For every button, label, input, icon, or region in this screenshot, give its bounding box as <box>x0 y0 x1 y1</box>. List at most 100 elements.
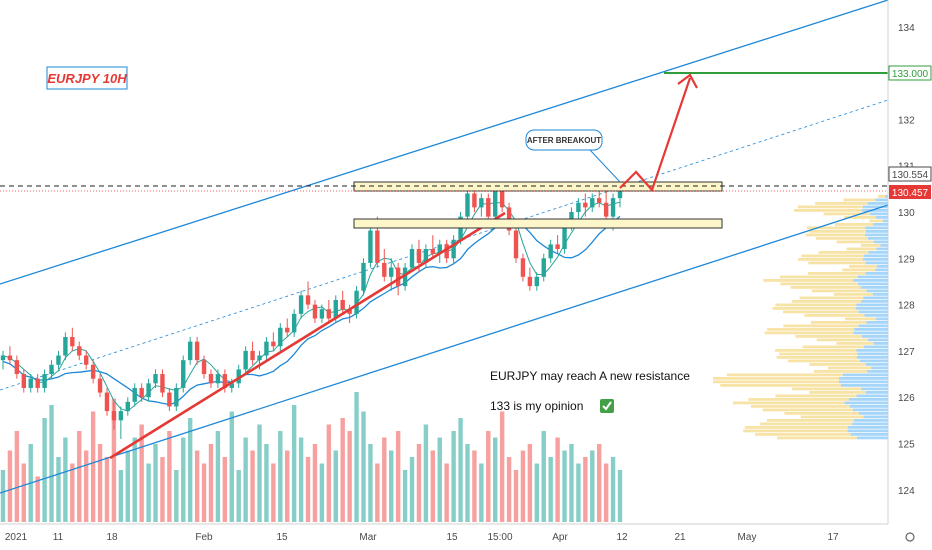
volume-bar <box>70 463 75 522</box>
volume-bar <box>548 457 553 522</box>
volume-bar <box>416 444 422 522</box>
profile-bar-up <box>807 272 866 275</box>
profile-bar-up <box>772 307 856 310</box>
volume-bar <box>326 424 332 522</box>
profile-bar-down <box>861 209 888 212</box>
candle-body <box>70 337 75 347</box>
profile-bar-up <box>791 387 862 391</box>
profile-bar-down <box>853 331 888 335</box>
candle-body <box>368 230 373 263</box>
profile-bar-down <box>856 356 888 359</box>
y-tick-label: 134 <box>898 23 915 34</box>
candle-body <box>597 198 602 203</box>
price-tag-current-box <box>889 185 931 199</box>
profile-bar-up <box>748 398 849 401</box>
profile-bar-up <box>804 314 865 317</box>
profile-bar-down <box>864 345 888 349</box>
profile-bar-up <box>806 226 866 230</box>
profile-bar-up <box>775 394 857 398</box>
candle-body <box>132 387 137 402</box>
profile-bar-down <box>857 282 888 286</box>
profile-bar-up <box>795 335 863 338</box>
candle-body <box>174 387 179 407</box>
trend-channel <box>0 0 889 494</box>
volume-bar <box>90 411 96 522</box>
x-tick-label: 11 <box>53 532 64 543</box>
volume-bar <box>35 476 40 522</box>
candle-body <box>167 392 172 407</box>
volume-bar <box>375 463 380 522</box>
profile-bar-up <box>836 240 874 244</box>
profile-bar-down <box>885 195 888 198</box>
profile-bar-down <box>841 384 888 387</box>
profile-bar-up <box>732 401 845 405</box>
profile-bar-down <box>844 401 888 405</box>
gear-icon <box>905 532 915 542</box>
profile-bar-down <box>867 370 888 373</box>
profile-bar-up <box>809 391 866 394</box>
volume-bar <box>305 457 311 522</box>
profile-bar-up <box>793 209 862 212</box>
volume-bar <box>194 450 200 522</box>
profile-bar-down <box>865 233 888 237</box>
profile-bar-down <box>869 212 888 216</box>
symbol-title-box <box>46 66 128 90</box>
x-axis-ticks: 2021 11 18 Feb 15 Mar 15 15:00 Apr 12 21 May 17 <box>5 532 839 543</box>
price-tag-target-text: 133.000 <box>892 69 929 80</box>
volume-bar <box>576 463 581 522</box>
profile-bar-up <box>815 237 868 240</box>
volume-bar <box>312 444 318 522</box>
profile-bar-down <box>866 321 888 324</box>
volume-bar <box>243 437 248 522</box>
volume-bar <box>118 470 124 522</box>
profile-bar-down <box>853 279 888 282</box>
volume-bar <box>83 450 89 522</box>
x-tick-label: Feb <box>195 532 213 543</box>
volume-bar <box>583 457 588 522</box>
volume-bar <box>382 437 387 522</box>
candle-body <box>444 244 449 259</box>
volume-bar <box>451 431 456 522</box>
profile-bar-up <box>744 426 848 429</box>
candle-body <box>354 290 359 314</box>
volume-bar <box>590 450 595 522</box>
profile-bar-up <box>775 349 857 352</box>
profile-bar-down <box>858 310 888 314</box>
profile-bar-down <box>873 240 888 244</box>
profile-bar-down <box>862 258 888 261</box>
candle-body <box>0 355 6 361</box>
profile-bar-down <box>848 398 888 401</box>
profile-bar-up <box>835 223 874 226</box>
volume-bar <box>347 431 352 522</box>
price-tag-current: 130.457 <box>889 185 931 199</box>
candle-body <box>222 374 228 388</box>
axis-settings-icon[interactable] <box>892 528 928 546</box>
volume-bar <box>271 463 276 522</box>
note-opinion: 133 is my opinion <box>490 399 583 413</box>
candle-body <box>617 191 623 199</box>
x-tick-label: Mar <box>359 532 377 543</box>
y-tick-label: 127 <box>898 347 915 358</box>
profile-bar-up <box>815 202 868 205</box>
x-tick-label: Apr <box>552 532 568 543</box>
x-tick-label: May <box>738 532 757 543</box>
profile-bar-up <box>743 429 848 433</box>
candle-body <box>285 327 290 333</box>
volume-bar <box>486 431 491 522</box>
candle-body <box>257 355 262 361</box>
volume-bar <box>409 457 415 522</box>
price-tag-high-box <box>888 166 932 182</box>
candle-body <box>513 230 519 259</box>
profile-bar-up <box>787 359 860 363</box>
profile-bar-up <box>713 377 839 380</box>
profile-bar-down <box>872 293 888 296</box>
candle-body <box>312 304 318 319</box>
volume-bar <box>506 457 512 522</box>
volume-bar <box>437 437 442 522</box>
profile-bar-up <box>843 198 876 202</box>
profile-bar-down <box>863 415 888 419</box>
candle-body <box>56 355 61 365</box>
volume-bar <box>368 444 373 522</box>
profile-bar-up <box>849 265 878 268</box>
profile-bar-down <box>858 324 888 328</box>
